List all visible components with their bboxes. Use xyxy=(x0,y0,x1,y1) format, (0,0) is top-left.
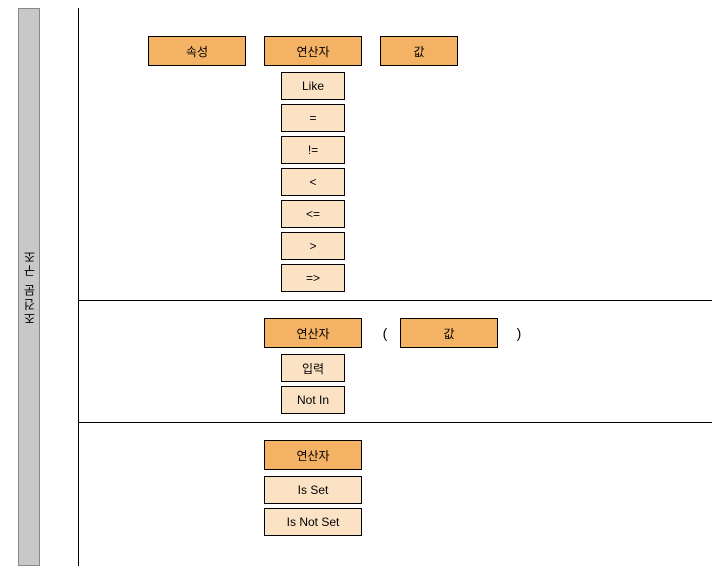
s1-op-2: != xyxy=(281,136,345,164)
s2-operator-header: 연산자 xyxy=(264,318,362,348)
s1-attribute-header: 속성 xyxy=(148,36,246,66)
s1-value-header: 값 xyxy=(380,36,458,66)
s1-op-1: = xyxy=(281,104,345,132)
s2-op-0: 입력 xyxy=(281,354,345,382)
hline-1 xyxy=(78,300,712,301)
s3-operator-header: 연산자 xyxy=(264,440,362,470)
s1-op-3: < xyxy=(281,168,345,196)
hline-2 xyxy=(78,422,712,423)
s1-op-4: <= xyxy=(281,200,345,228)
s1-op-0: Like xyxy=(281,72,345,100)
s1-op-5: > xyxy=(281,232,345,260)
s1-op-6: => xyxy=(281,264,345,292)
rail-label: 조건문 구조 xyxy=(21,249,38,324)
s2-paren-close: ) xyxy=(512,318,526,348)
vertical-line xyxy=(78,8,79,566)
s2-value-header: 값 xyxy=(400,318,498,348)
s3-op-0: Is Set xyxy=(264,476,362,504)
rail: 조건문 구조 xyxy=(18,8,40,566)
s3-op-1: Is Not Set xyxy=(264,508,362,536)
s2-paren-open: ( xyxy=(378,318,392,348)
s2-op-1: Not In xyxy=(281,386,345,414)
s1-operator-header: 연산자 xyxy=(264,36,362,66)
